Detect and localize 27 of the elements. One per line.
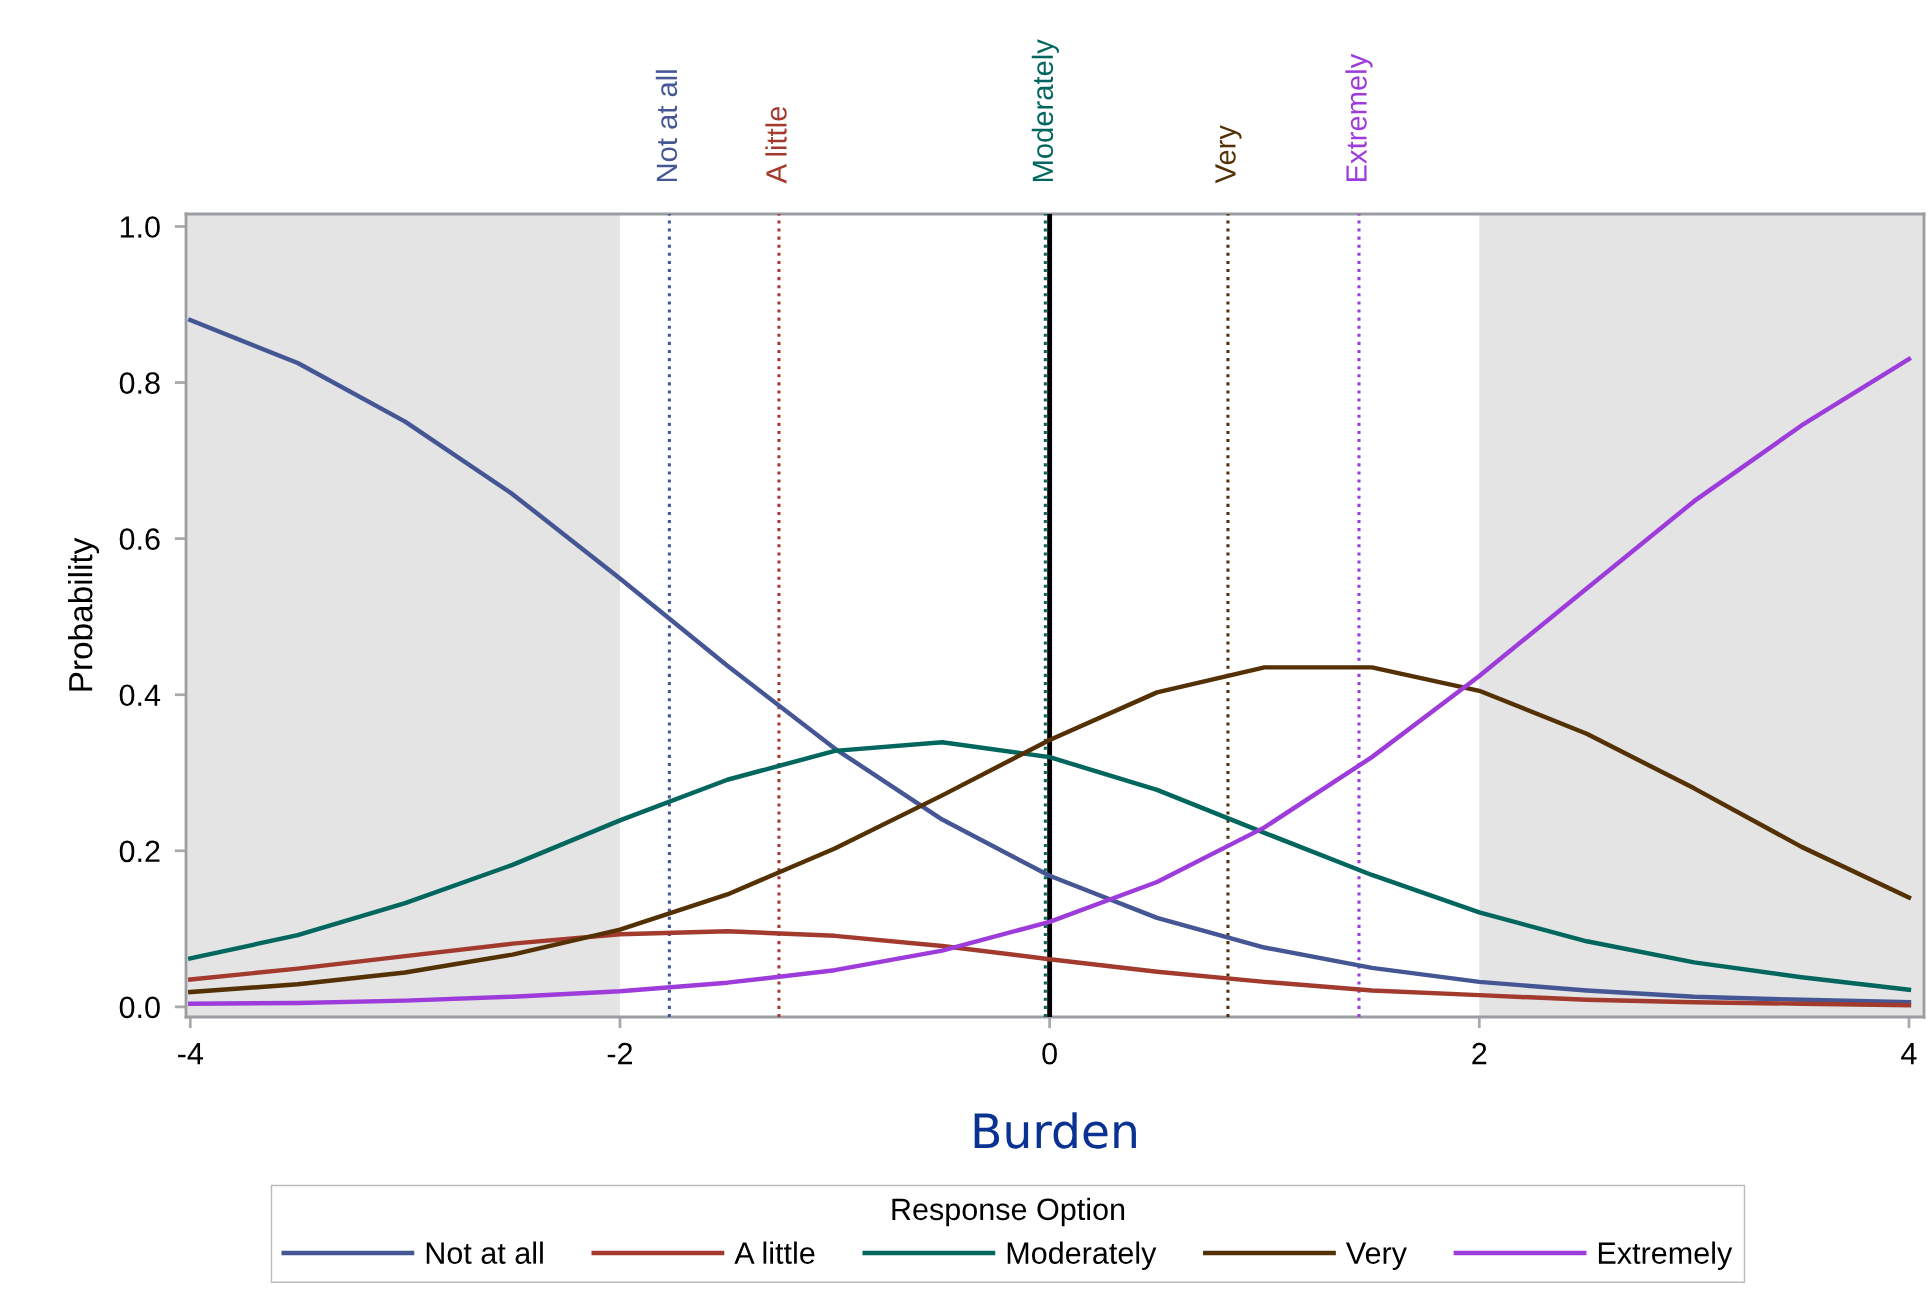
y-axis-title: Probability	[68, 537, 100, 691]
line-series	[188, 740, 1912, 992]
x-tick-label: 4	[1901, 1043, 1917, 1065]
y-tick-label: 0.8	[119, 372, 160, 394]
x-tick-label: 2	[1472, 1042, 1487, 1065]
x-axis-title: Burden	[974, 1112, 1136, 1149]
y-tick-label: 0.2	[119, 840, 160, 863]
legend-label: A little	[734, 1241, 815, 1264]
line-series	[188, 928, 1912, 1008]
legend-label: Not at all	[426, 1241, 543, 1264]
legend-label: Extremely	[1598, 1241, 1733, 1270]
ref-line-label: Very	[1215, 125, 1242, 184]
y-tick-label: 1.0	[120, 216, 160, 238]
x-tick-label: 0	[1042, 1042, 1057, 1065]
y-tick-label: 0.4	[119, 684, 161, 707]
ref-line-label: Not at all	[655, 70, 678, 182]
legend-label: Very	[1345, 1242, 1407, 1270]
y-tick-label: 0.6	[119, 528, 160, 551]
ref-line-label: A little	[765, 106, 787, 184]
line-series	[188, 665, 1912, 995]
ref-line-label: Extremely	[1345, 53, 1373, 182]
ref-line-label: Moderately	[1031, 39, 1059, 182]
legend-label: Moderately	[1007, 1241, 1157, 1270]
x-tick-label: -4	[178, 1043, 203, 1065]
x-tick-label: -2	[607, 1042, 633, 1065]
legend-title: Response Option	[892, 1197, 1125, 1227]
y-tick-label: 0.0	[119, 996, 160, 1019]
